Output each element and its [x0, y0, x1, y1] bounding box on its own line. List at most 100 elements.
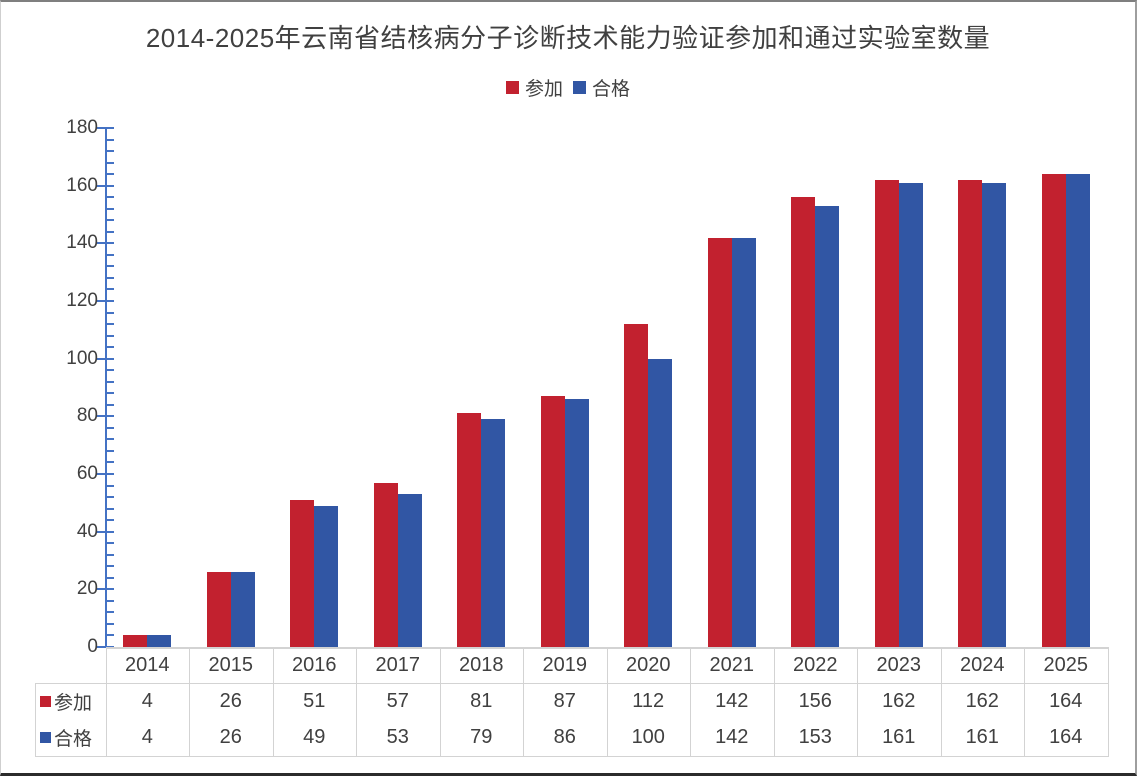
- bar-参加-2017: [373, 483, 398, 647]
- table-column-border: [857, 647, 858, 757]
- y-axis-minor-tick: [107, 634, 114, 637]
- bar-合格-2025: [1065, 174, 1090, 647]
- series-swatch-合格: [40, 731, 51, 743]
- series-name: 参加: [54, 692, 93, 714]
- table-column-border: [1107, 647, 1109, 757]
- y-axis-label: 180: [66, 117, 98, 138]
- table-value-cell: 81: [470, 689, 493, 712]
- table-column-border: [690, 647, 691, 757]
- x-axis-label: 2022: [793, 654, 838, 676]
- bar-参加-2021: [707, 238, 732, 647]
- bar-合格-2020: [648, 359, 673, 647]
- table-column-border: [272, 647, 274, 757]
- table-value-cell: 51: [303, 689, 326, 712]
- y-axis-minor-tick: [107, 542, 114, 545]
- y-axis-major-tick: [97, 357, 114, 360]
- table-row-header-合格: 合格: [36, 720, 105, 754]
- y-axis-minor-tick: [107, 507, 114, 510]
- bar-参加-2023: [874, 180, 899, 647]
- y-axis-minor-tick: [107, 207, 114, 210]
- y-axis-label: 100: [66, 347, 98, 369]
- x-axis-label: 2017: [375, 654, 421, 676]
- table-column-border: [189, 647, 190, 757]
- y-axis-minor-tick: [107, 161, 114, 164]
- y-axis-major-tick: [97, 530, 114, 533]
- table-value-cell: 162: [965, 689, 999, 712]
- series-name: 合格: [54, 728, 93, 750]
- bar-合格-2016: [314, 506, 339, 647]
- y-axis-minor-tick: [107, 599, 114, 602]
- table-value-cell: 142: [715, 725, 749, 748]
- x-axis-label: 2018: [459, 654, 504, 676]
- bar-参加-2025: [1041, 174, 1066, 647]
- table-value-cell: 162: [882, 689, 916, 712]
- y-axis-minor-tick: [107, 392, 114, 395]
- y-axis-label: 160: [66, 174, 98, 196]
- chart-title: 2014-2025年云南省结核病分子诊断技术能力验证参加和通过实验室数量: [145, 23, 991, 53]
- x-axis-label: 2019: [542, 654, 588, 676]
- y-axis-minor-tick: [107, 519, 114, 522]
- y-axis-minor-tick: [107, 288, 114, 291]
- bar-合格-2023: [898, 183, 923, 647]
- table-header-left-border: [35, 683, 36, 756]
- y-axis-minor-tick: [107, 346, 114, 349]
- y-axis-minor-tick: [107, 253, 114, 256]
- y-axis-label: 40: [76, 520, 98, 542]
- legend-item-参加: 参加: [505, 74, 563, 101]
- table-column-border: [940, 647, 942, 757]
- y-axis-label: 80: [76, 405, 98, 427]
- table-column-border: [356, 647, 357, 757]
- bar-参加-2014: [123, 635, 148, 647]
- y-axis-label: 140: [66, 232, 98, 254]
- y-axis-minor-tick: [107, 311, 114, 314]
- legend: 参加 合格: [1, 74, 1135, 101]
- table-column-border: [773, 647, 775, 757]
- bar-合格-2014: [147, 635, 172, 647]
- table-value-cell: 4: [141, 725, 153, 748]
- legend-swatch-合格: [573, 81, 586, 94]
- y-axis-minor-tick: [107, 622, 114, 625]
- table-value-cell: 112: [632, 689, 665, 712]
- y-axis-minor-tick: [107, 403, 114, 406]
- y-axis-major-tick: [97, 242, 114, 245]
- table-column-border: [439, 647, 441, 757]
- y-axis-label: 60: [76, 463, 98, 484]
- table-value-cell: 100: [631, 725, 665, 748]
- y-axis-major-tick: [97, 184, 114, 187]
- y-axis-minor-tick: [107, 196, 114, 199]
- legend-swatch-参加: [505, 81, 519, 94]
- series-swatch-参加: [40, 695, 51, 707]
- bar-合格-2018: [481, 419, 506, 647]
- bar-合格-2024: [982, 183, 1007, 647]
- y-axis-minor-tick: [107, 380, 114, 383]
- y-axis-major-tick: [97, 127, 114, 129]
- table-column-border: [1024, 647, 1025, 757]
- bar-参加-2022: [791, 197, 816, 647]
- table-value-cell: 57: [386, 689, 409, 712]
- table-column-border: [523, 647, 524, 757]
- y-axis-label: 0: [87, 636, 98, 657]
- y-axis-major-tick: [97, 473, 114, 475]
- y-axis-minor-tick: [107, 230, 114, 233]
- legend-label: 参加: [524, 79, 563, 100]
- table-row-header-参加: 参加: [36, 684, 105, 718]
- y-axis-minor-tick: [107, 138, 114, 141]
- table-row-border: [35, 755, 1109, 757]
- x-axis-label: 2023: [876, 654, 922, 676]
- y-axis-minor-tick: [107, 496, 114, 499]
- y-axis-major-tick: [97, 300, 114, 302]
- x-axis-label: 2025: [1043, 654, 1089, 676]
- y-axis-line: [105, 127, 107, 648]
- table-value-cell: 164: [1049, 689, 1083, 712]
- bar-合格-2015: [230, 572, 255, 647]
- y-axis-major-tick: [97, 588, 114, 591]
- legend-label: 合格: [592, 79, 631, 100]
- legend-item-合格: 合格: [573, 74, 630, 101]
- y-axis-minor-tick: [107, 323, 114, 326]
- y-axis-minor-tick: [107, 369, 114, 372]
- y-axis-minor-tick: [107, 553, 114, 556]
- table-value-cell: 161: [965, 725, 999, 748]
- x-axis-label: 2020: [626, 654, 671, 676]
- y-axis-minor-tick: [107, 565, 114, 568]
- table-value-cell: 156: [798, 689, 832, 712]
